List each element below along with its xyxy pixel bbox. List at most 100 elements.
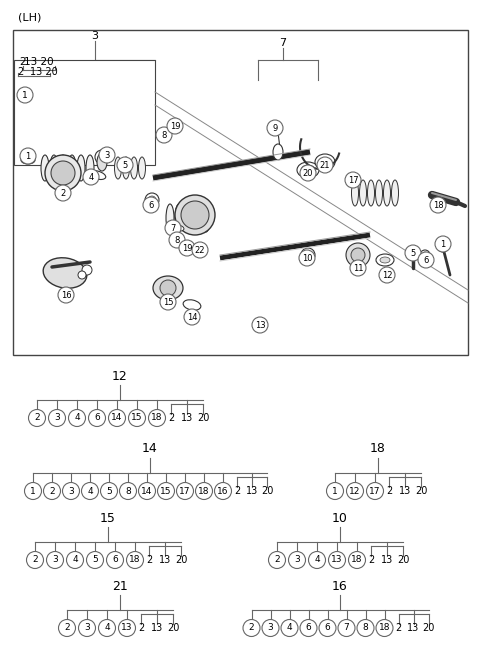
Circle shape [88, 410, 106, 426]
Circle shape [300, 620, 317, 636]
Text: 5: 5 [106, 486, 112, 495]
Ellipse shape [115, 157, 121, 179]
Text: 13: 13 [121, 623, 133, 632]
Text: 2: 2 [49, 486, 55, 495]
Text: 14: 14 [111, 413, 123, 422]
Ellipse shape [175, 195, 215, 235]
Text: 21: 21 [320, 160, 330, 169]
Ellipse shape [422, 252, 428, 258]
Ellipse shape [50, 155, 58, 181]
Circle shape [348, 552, 365, 568]
Text: 2: 2 [234, 486, 240, 496]
Circle shape [117, 157, 133, 173]
Text: 6: 6 [423, 256, 429, 264]
Circle shape [288, 552, 305, 568]
Circle shape [317, 157, 333, 173]
Text: 12: 12 [349, 486, 360, 495]
Text: 15: 15 [131, 413, 143, 422]
Text: 2: 2 [20, 57, 26, 67]
Circle shape [345, 172, 361, 188]
Circle shape [47, 552, 63, 568]
Ellipse shape [315, 154, 335, 170]
Circle shape [17, 87, 33, 103]
Circle shape [169, 232, 185, 248]
Circle shape [179, 240, 195, 256]
Text: 6: 6 [148, 200, 154, 209]
Ellipse shape [41, 155, 49, 181]
Text: 10: 10 [302, 253, 312, 262]
Text: 15: 15 [163, 298, 173, 306]
Circle shape [243, 620, 260, 636]
Text: 2: 2 [64, 623, 70, 632]
Text: 1: 1 [440, 240, 445, 249]
Text: 8: 8 [125, 486, 131, 495]
Circle shape [430, 197, 446, 213]
Text: 8: 8 [362, 623, 368, 632]
Ellipse shape [172, 225, 184, 231]
Ellipse shape [368, 180, 374, 206]
Text: 5: 5 [410, 249, 416, 258]
Ellipse shape [131, 157, 137, 179]
Circle shape [69, 410, 85, 426]
Text: 2: 2 [32, 556, 38, 565]
Circle shape [44, 483, 60, 499]
Text: 20: 20 [415, 486, 427, 496]
Text: 4: 4 [74, 413, 80, 422]
Text: 20: 20 [303, 169, 313, 178]
Ellipse shape [166, 204, 174, 232]
Circle shape [252, 317, 268, 333]
Ellipse shape [351, 248, 365, 262]
Text: 13: 13 [159, 555, 171, 565]
Text: 4: 4 [287, 623, 292, 632]
Text: 18: 18 [432, 200, 444, 209]
Text: 18: 18 [370, 443, 386, 455]
Text: 3: 3 [68, 486, 74, 495]
Circle shape [267, 120, 283, 136]
Circle shape [328, 552, 346, 568]
Text: 3: 3 [52, 556, 58, 565]
Ellipse shape [175, 204, 183, 232]
Circle shape [165, 220, 181, 236]
Text: 1: 1 [332, 486, 338, 495]
Ellipse shape [392, 180, 398, 206]
Circle shape [268, 552, 286, 568]
Ellipse shape [78, 271, 86, 279]
Circle shape [108, 410, 125, 426]
Text: 3: 3 [268, 623, 274, 632]
Circle shape [143, 197, 159, 213]
Text: 13 20: 13 20 [24, 57, 54, 67]
Circle shape [299, 250, 315, 266]
Text: 8: 8 [161, 130, 167, 140]
Ellipse shape [21, 156, 35, 164]
Ellipse shape [153, 276, 183, 300]
Ellipse shape [420, 250, 430, 260]
Text: 18: 18 [351, 556, 363, 565]
Text: 18: 18 [198, 486, 210, 495]
Text: 20: 20 [167, 623, 179, 633]
Circle shape [48, 410, 65, 426]
Text: 15: 15 [100, 512, 116, 525]
Text: 20: 20 [422, 623, 435, 633]
Circle shape [119, 620, 135, 636]
Ellipse shape [148, 196, 156, 204]
Text: 3: 3 [104, 151, 110, 160]
Circle shape [350, 260, 366, 276]
Circle shape [195, 483, 213, 499]
Text: 6: 6 [306, 623, 312, 632]
Circle shape [107, 552, 123, 568]
Circle shape [167, 118, 183, 134]
Ellipse shape [297, 162, 319, 178]
Text: 22: 22 [195, 245, 205, 255]
Ellipse shape [122, 157, 130, 179]
Ellipse shape [384, 180, 391, 206]
Ellipse shape [77, 155, 85, 181]
Text: 10: 10 [332, 512, 348, 525]
Text: 13: 13 [331, 556, 343, 565]
Ellipse shape [181, 201, 209, 229]
Circle shape [300, 165, 316, 181]
Text: 6: 6 [94, 413, 100, 422]
Text: 1: 1 [22, 90, 28, 99]
Ellipse shape [45, 155, 81, 191]
Ellipse shape [351, 180, 359, 206]
Text: 16: 16 [217, 486, 229, 495]
